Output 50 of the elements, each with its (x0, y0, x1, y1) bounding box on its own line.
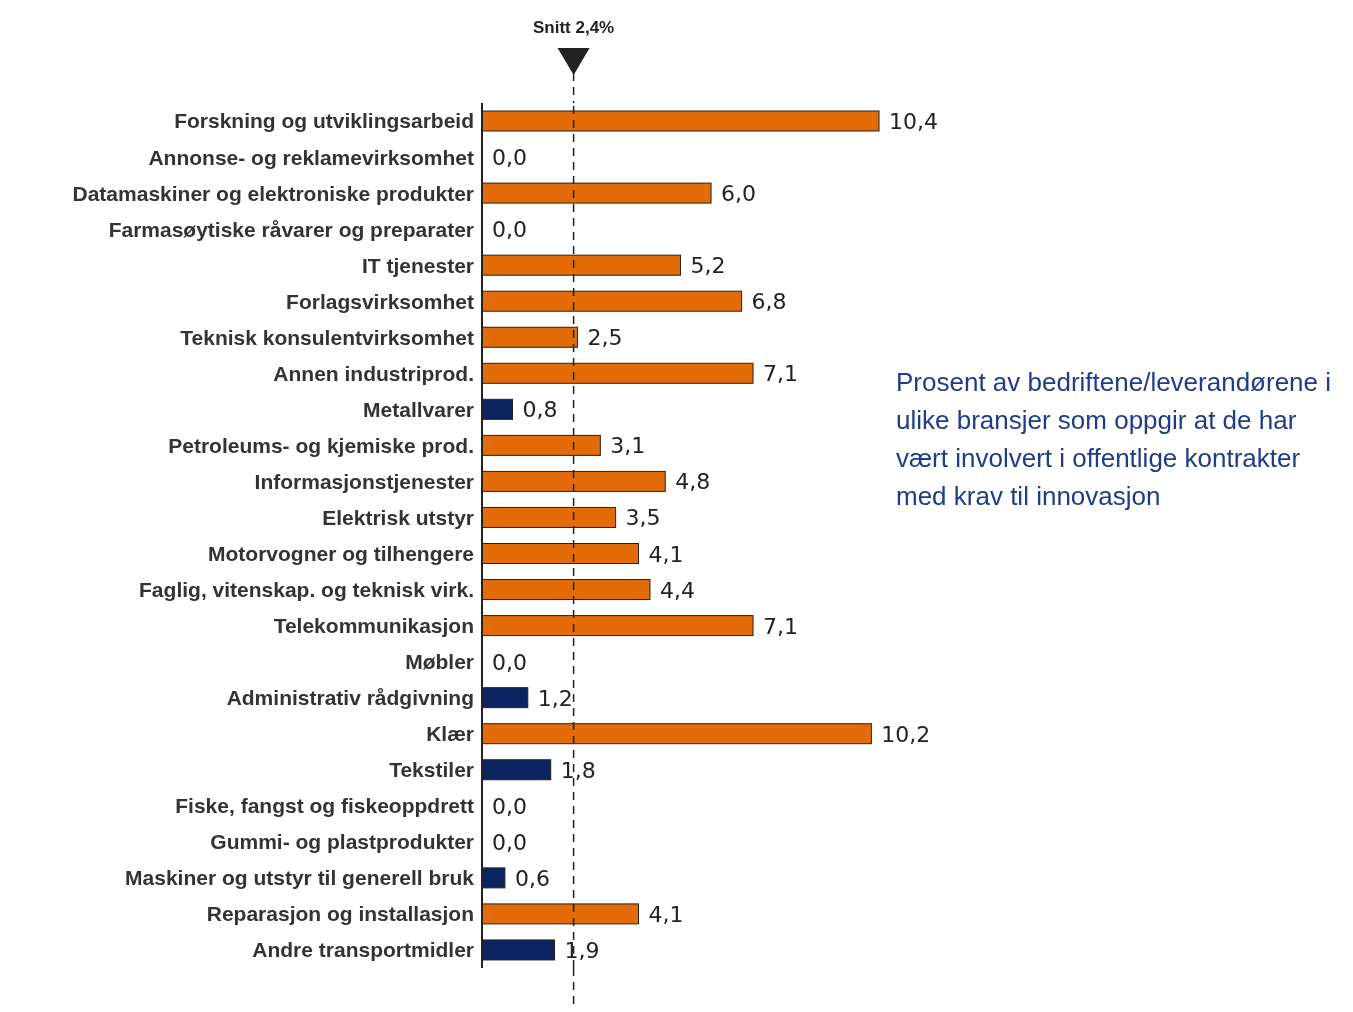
data-label: 7,1 (763, 361, 799, 387)
y-tick-label: Andre transportmidler (252, 938, 474, 962)
data-label: 0,0 (492, 793, 527, 819)
y-tick-label: Informasjonstjenester (254, 469, 474, 493)
y-tick-label: Teknisk konsulentvirksomhet (180, 325, 475, 349)
y-tick-label: Møbler (405, 650, 474, 674)
data-label: 0,6 (514, 865, 550, 891)
y-tick-label: Telekommunikasjon (273, 614, 474, 638)
text: Prosent av bedriftene/leverandørene i ulike bransjer som oppgir at de har vært involvert i offentlige kontrakter med krav til innovasjon (896, 366, 1333, 513)
data-label: 1,8 (560, 757, 596, 783)
y-tick-label: Elektrisk utstyr (322, 505, 474, 529)
data-label: 4,1 (648, 541, 684, 567)
data-label: 1,9 (564, 937, 600, 963)
data-label: 0,0 (492, 145, 527, 171)
y-tick-label: Tekstiler (389, 758, 474, 782)
data-label: 5,2 (690, 253, 726, 279)
y-tick-label: Farmasøytiske råvarer og preparater (108, 217, 474, 241)
data-label: 2,5 (587, 325, 623, 351)
y-tick-label: Klær (426, 722, 474, 746)
data-label: 0,0 (492, 217, 527, 243)
data-label: 3,5 (625, 505, 661, 531)
data-label: 10,2 (881, 721, 931, 747)
data-label: 3,1 (610, 433, 646, 459)
data-label: 0,0 (492, 649, 527, 675)
y-tick-label: Metallvarer (363, 397, 474, 421)
y-tick-label: Motorvogner og tilhengere (207, 541, 474, 565)
data-label: 4,1 (648, 901, 684, 927)
data-label: 4,4 (659, 577, 695, 603)
y-tick-label: Gummi- og plastprodukter (210, 830, 474, 854)
y-tick-label: Maskiner og utstyr til generell bruk (125, 866, 475, 890)
y-tick-label: Forlagsvirksomhet (286, 289, 474, 313)
data-label: 4,8 (675, 469, 711, 495)
data-label: 1,2 (537, 685, 573, 711)
data-label: 6,0 (721, 181, 757, 207)
y-tick-label: Administrativ rådgivning (226, 686, 474, 710)
y-tick-label: Petroleums- og kjemiske prod. (168, 433, 474, 457)
data-label: 7,1 (763, 613, 799, 639)
y-tick-label: Annonse- og reklamevirksomhet (148, 145, 475, 169)
y-tick-label: Reparasjon og installasjon (206, 902, 474, 926)
y-tick-label: Faglig, vitenskap. og teknisk virk. (139, 578, 474, 602)
data-label: 0,0 (492, 829, 527, 855)
y-tick-label: Datamaskiner og elektroniske produkter (72, 181, 474, 205)
data-label: 0,8 (522, 397, 558, 423)
data-label: 6,8 (751, 289, 787, 315)
y-tick-label: IT tjenester (361, 253, 474, 277)
y-tick-label: Annen industriprod. (273, 361, 474, 385)
data-label: 10,4 (889, 109, 938, 134)
ref-line-label: Snitt 2,4% (532, 18, 615, 37)
y-tick-label: Fiske, fangst og fiskeoppdrett (175, 794, 474, 818)
y-tick-label: Forskning og utviklingsarbeid (174, 109, 474, 133)
